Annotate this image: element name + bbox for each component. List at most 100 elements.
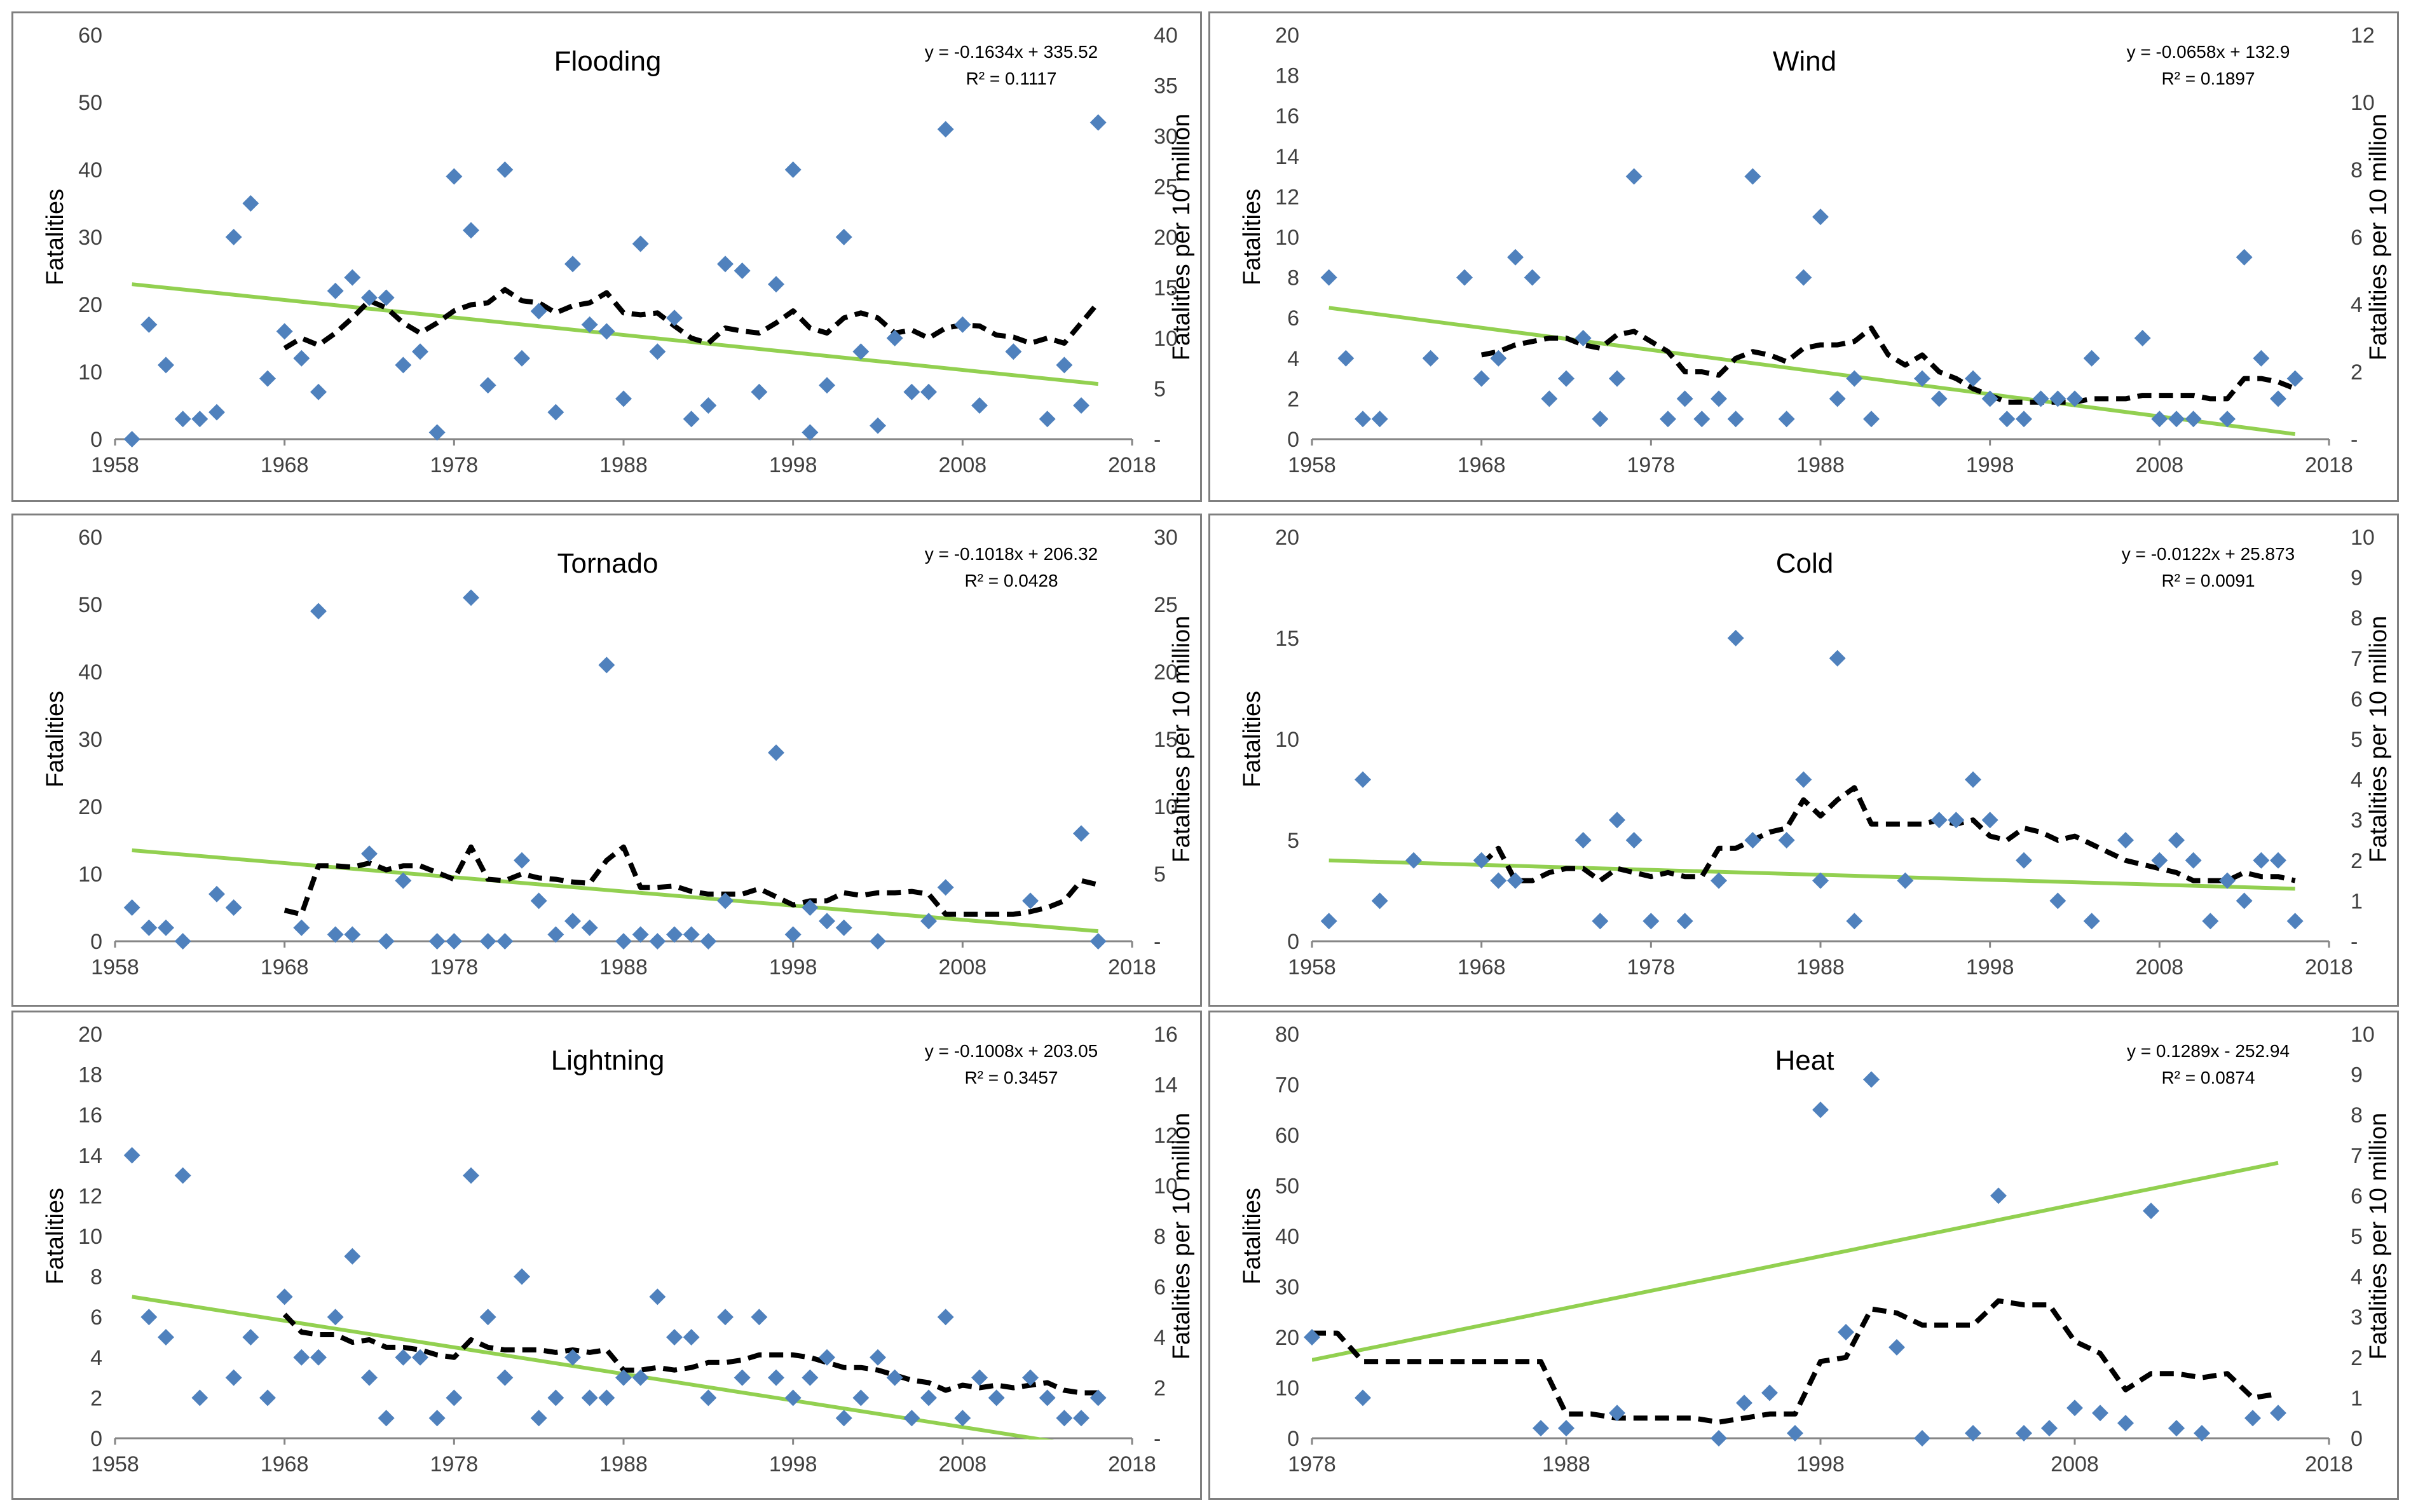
x-tick-label: 1958: [91, 955, 139, 979]
data-point: [1625, 832, 1643, 848]
y-tick-label: 8: [1287, 266, 1299, 290]
y2-tick-label: 12: [1154, 1124, 1178, 1148]
data-point: [2202, 913, 2219, 930]
data-point: [1930, 390, 1948, 407]
y-tick-label: 40: [78, 660, 102, 684]
moving-average-line: [282, 1312, 1098, 1396]
y-tick-label: 12: [1275, 185, 1299, 209]
data-point: [310, 603, 327, 620]
data-point: [344, 269, 361, 286]
data-point: [2236, 892, 2253, 909]
y2-axis-label: Fatalities per 10 million: [2365, 1113, 2392, 1360]
data-point: [1778, 411, 1795, 428]
data-point: [1625, 168, 1643, 185]
data-point: [988, 1389, 1005, 1406]
data-point: [564, 1349, 581, 1366]
data-point: [547, 404, 564, 421]
chart-panel-lightning: 1958 1968 1978 1988 1998 2008 2018 0 2 4 6 8 10 12 14 1…: [11, 1011, 1202, 1500]
data-point: [2253, 852, 2270, 869]
y2-tick-label: 2: [1154, 1377, 1166, 1401]
data-point: [310, 1349, 327, 1366]
y2-tick-label: -: [1154, 930, 1161, 954]
y-tick-label: 20: [78, 293, 102, 317]
y2-tick-label: 3: [2351, 808, 2363, 833]
data-point: [123, 899, 140, 916]
data-point: [1736, 1394, 1752, 1412]
y-tick-label: 16: [78, 1103, 102, 1127]
y2-tick-label: 2: [2351, 1346, 2363, 1370]
x-tick-label: 2018: [1108, 453, 1156, 477]
data-point: [1965, 370, 1981, 387]
data-point: [1914, 1430, 1930, 1447]
data-point: [1812, 1101, 1829, 1119]
moving-average-line: [1479, 785, 2296, 883]
y2-tick-label: 3: [2351, 1305, 2363, 1330]
y-tick-label: 70: [1275, 1073, 1299, 1098]
data-point: [1320, 913, 1337, 930]
data-point: [428, 424, 446, 441]
y2-tick-label: 10: [2351, 91, 2375, 115]
x-tick-label: 1988: [1542, 1452, 1590, 1476]
y-tick-label: 50: [78, 593, 102, 617]
data-point: [768, 276, 784, 293]
data-point: [174, 1167, 191, 1184]
trend-line: [1312, 1161, 2279, 1362]
y-tick-label: 10: [78, 360, 102, 385]
data-point: [1473, 852, 1490, 869]
x-tick-label: 1958: [91, 453, 139, 477]
y-tick-label: 0: [1287, 428, 1299, 452]
chart-panel-wind: 1958 1968 1978 1988 1998 2008 2018 0 2 4 6 8 10 12 14 1…: [1208, 11, 2399, 502]
data-point: [1073, 397, 1089, 414]
data-point: [1990, 1187, 2007, 1204]
chart-svg-flooding: 1958 1968 1978 1988 1998 2008 2018 0 10 20 30 40 50 6…: [42, 24, 1195, 477]
y2-tick-label: 20: [1154, 660, 1178, 684]
y2-tick-label: -: [1154, 428, 1161, 452]
data-point: [344, 926, 361, 943]
y-tick-label: 5: [1287, 829, 1299, 853]
data-point: [903, 383, 920, 400]
x-tick-label: 2008: [2136, 453, 2184, 477]
x-tick-label: 1998: [1796, 1452, 1845, 1476]
data-point: [920, 913, 937, 930]
data-point: [852, 343, 870, 360]
data-point: [1889, 1338, 1905, 1356]
x-tick-label: 1988: [599, 1452, 648, 1476]
y-tick-label: 30: [1275, 1276, 1299, 1300]
y-tick-label: 0: [1287, 1427, 1299, 1451]
data-point: [2219, 411, 2236, 428]
data-point: [1473, 370, 1490, 387]
data-point: [496, 1369, 514, 1386]
data-point: [819, 913, 835, 930]
data-point: [971, 1369, 988, 1386]
chart-title: Cold: [1776, 548, 1834, 579]
data-point: [666, 926, 683, 943]
data-point: [835, 229, 852, 245]
y2-tick-label: 10: [1154, 1175, 1178, 1199]
y2-tick-label: 30: [1154, 526, 1178, 550]
y2-axis-label: Fatalities per 10 million: [1168, 114, 1195, 361]
data-point: [1422, 350, 1439, 367]
data-point: [2041, 1420, 2058, 1437]
data-point: [242, 195, 259, 212]
data-point: [1965, 1425, 1981, 1442]
y2-tick-label: 20: [1154, 226, 1178, 250]
y-axis-label: Fatalities: [1239, 1188, 1266, 1284]
data-point: [2244, 1410, 2261, 1427]
data-point: [276, 1288, 293, 1305]
data-point: [1981, 812, 1998, 829]
data-point: [2219, 872, 2236, 889]
data-point: [1507, 249, 1524, 266]
y-tick-label: 14: [1275, 145, 1299, 169]
trend-line: [1328, 306, 2296, 437]
y-axis-label: Fatalities: [42, 691, 69, 787]
data-point: [1507, 872, 1524, 889]
data-point: [649, 343, 666, 360]
data-point: [1558, 370, 1574, 387]
data-point: [1693, 411, 1711, 428]
data-point: [530, 303, 547, 320]
y-tick-label: 60: [78, 526, 102, 550]
data-point: [920, 1389, 937, 1406]
data-point: [2270, 852, 2286, 869]
data-point: [1609, 1405, 1625, 1422]
x-tick-label: 1978: [430, 453, 479, 477]
